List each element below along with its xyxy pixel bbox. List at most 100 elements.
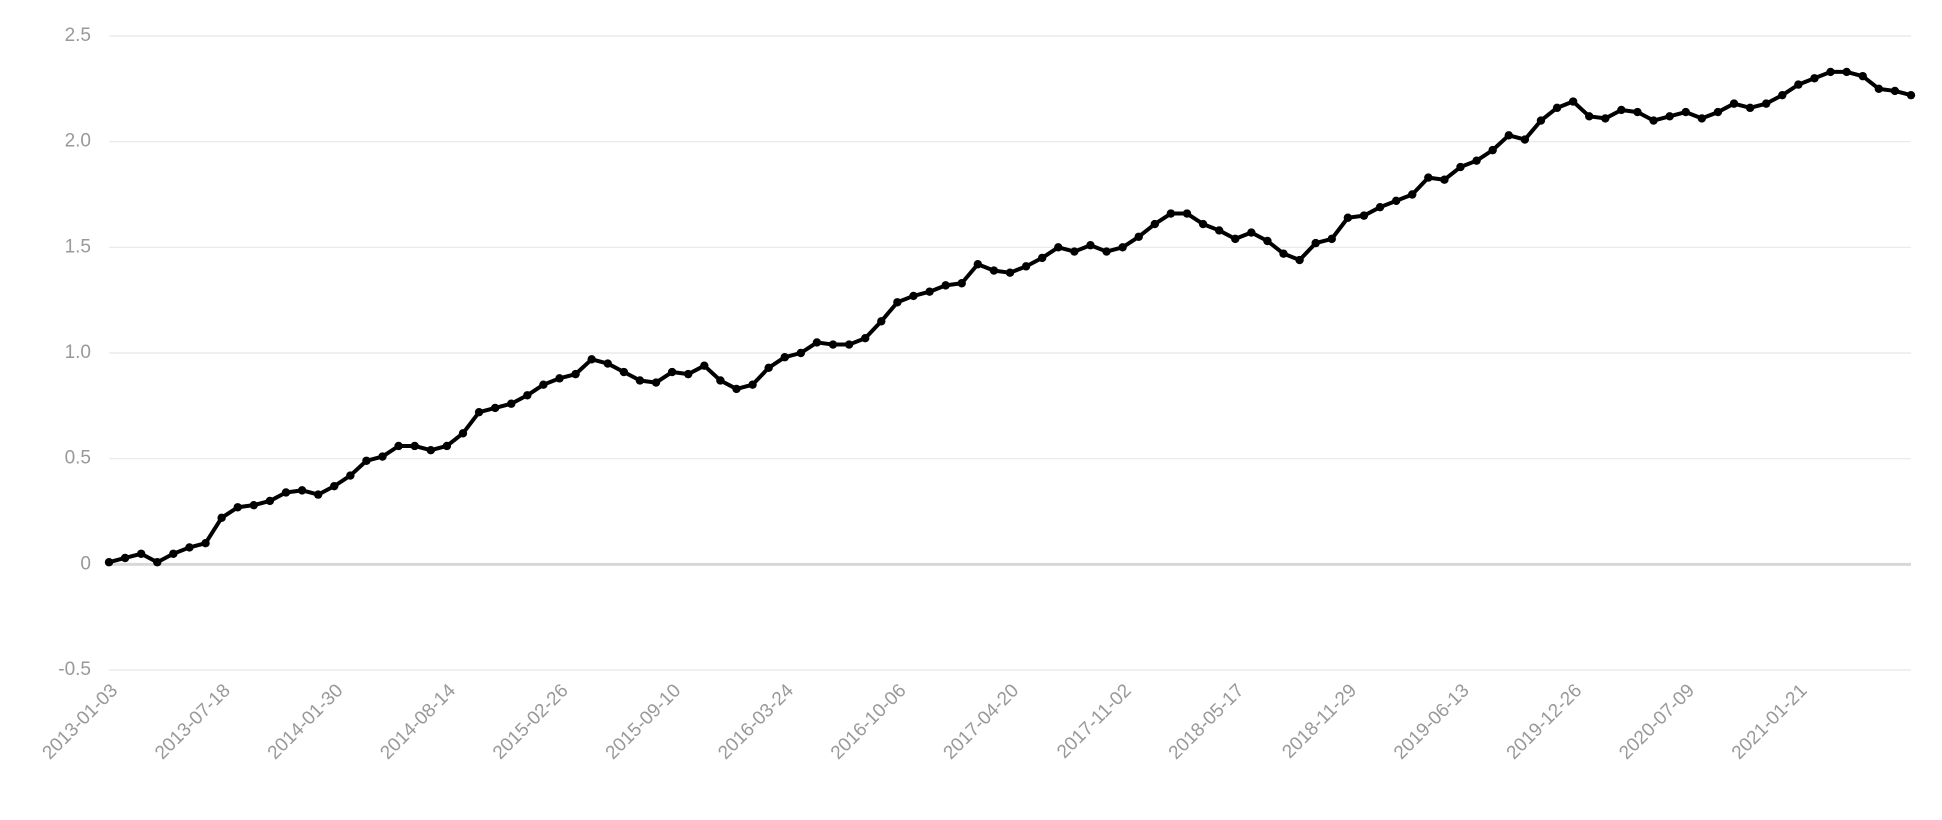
point [330, 481, 339, 491]
x-tick-label: 2013-07-18 [151, 680, 235, 764]
point [1633, 107, 1642, 117]
point [764, 363, 773, 372]
point [1745, 103, 1755, 113]
x-tick-label: 2016-10-06 [827, 680, 911, 764]
x-tick-label: 2019-06-13 [1390, 680, 1474, 764]
point [732, 384, 741, 394]
x-tick-label: 2016-03-24 [714, 680, 798, 764]
point [1456, 162, 1465, 172]
point [1198, 219, 1208, 229]
point [1070, 247, 1079, 256]
point [1037, 253, 1047, 263]
point [828, 340, 838, 349]
x-tick-label: 2021-01-21 [1728, 680, 1812, 764]
point [860, 334, 870, 343]
point [1263, 236, 1272, 246]
point [1311, 238, 1320, 248]
point [877, 317, 886, 326]
point [603, 359, 612, 368]
point [716, 376, 725, 385]
point [120, 553, 130, 563]
point [1182, 209, 1192, 218]
point [394, 441, 403, 451]
point [1021, 262, 1031, 271]
point [1552, 103, 1562, 113]
point [957, 279, 966, 288]
x-tick-label: 2014-08-14 [376, 680, 460, 764]
y-tick-label: 1.0 [65, 342, 91, 363]
point [1890, 86, 1900, 96]
point [346, 471, 355, 480]
point [1440, 175, 1449, 184]
point [1214, 226, 1224, 235]
point [1424, 173, 1433, 182]
point [1520, 135, 1530, 144]
point [651, 378, 661, 387]
point [812, 338, 822, 347]
point [909, 291, 918, 301]
point [1858, 71, 1867, 81]
point [1472, 156, 1481, 165]
point [1005, 268, 1015, 277]
point [378, 452, 387, 461]
x-tick-label: 2015-09-10 [602, 680, 686, 764]
x-tick-label: 2015-02-26 [489, 680, 573, 764]
point [748, 380, 757, 389]
point [1118, 243, 1127, 252]
point [1713, 107, 1723, 117]
point [1697, 114, 1707, 123]
point [1231, 234, 1240, 244]
point [458, 429, 468, 438]
point [555, 374, 564, 383]
point [619, 367, 629, 377]
point [587, 355, 596, 364]
point [185, 543, 194, 552]
x-tick-label: 2020-07-09 [1615, 680, 1699, 764]
point [474, 407, 484, 417]
point [1665, 112, 1674, 121]
point [281, 488, 291, 497]
x-tick-label: 2019-12-26 [1503, 680, 1587, 764]
point [667, 367, 677, 377]
point [571, 369, 580, 379]
point [700, 361, 709, 370]
point [490, 403, 500, 413]
point [169, 549, 178, 558]
point [1826, 67, 1835, 77]
point [1504, 131, 1513, 140]
point [1906, 90, 1916, 100]
point [1617, 105, 1626, 115]
point [1247, 228, 1256, 237]
point [507, 399, 516, 408]
y-tick-label: 2.5 [65, 25, 91, 46]
point [1729, 99, 1739, 108]
x-tick-label: 2018-11-29 [1278, 680, 1361, 763]
point [442, 441, 452, 451]
point [1601, 114, 1610, 123]
point [249, 500, 259, 510]
point [1054, 243, 1063, 252]
point [1279, 249, 1288, 258]
point [153, 558, 162, 567]
point [265, 496, 275, 506]
line [108, 69, 1912, 565]
x-tick-label: 2017-11-02 [1053, 680, 1136, 763]
point [1568, 97, 1578, 106]
point [1778, 90, 1787, 100]
y-tick-label: -0.5 [58, 659, 91, 680]
point [313, 490, 323, 499]
point [1086, 241, 1095, 250]
point [1295, 255, 1304, 265]
x-tick-label: 2014-01-30 [264, 680, 348, 764]
point [780, 353, 789, 362]
point [1134, 232, 1143, 241]
point [635, 376, 645, 385]
point [1585, 112, 1594, 121]
point [1842, 67, 1851, 77]
point [925, 287, 934, 296]
point [539, 380, 548, 389]
point [1102, 247, 1111, 256]
point [297, 486, 307, 495]
point [1761, 99, 1771, 108]
point [941, 281, 950, 290]
